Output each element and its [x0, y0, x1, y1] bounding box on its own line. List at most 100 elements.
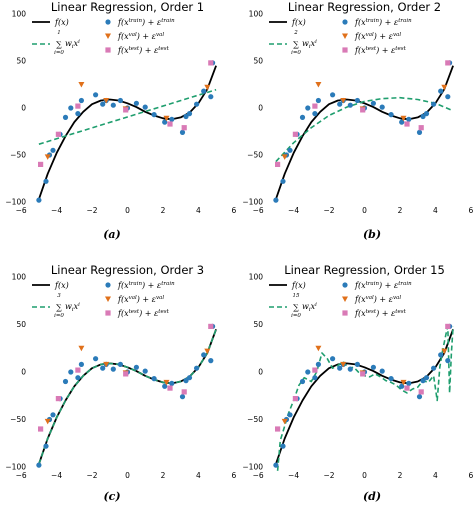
val-point	[400, 115, 407, 122]
train-point	[117, 361, 123, 367]
val-point	[281, 154, 288, 160]
train-point	[93, 92, 99, 98]
y-tick-label: 100	[12, 273, 27, 282]
train-point	[438, 88, 444, 94]
test-point	[123, 107, 129, 113]
train-point	[201, 352, 207, 358]
chart-title: Linear Regression, Order 15	[284, 263, 445, 277]
test-point	[55, 396, 61, 402]
test-point	[75, 367, 81, 373]
x-tick-label: −2	[324, 206, 335, 215]
train-point	[133, 100, 139, 106]
y-tick-label: −50	[10, 151, 26, 160]
train-point	[183, 378, 189, 384]
train-point	[68, 369, 74, 375]
y-tick-label: 0	[258, 368, 263, 377]
train-point	[388, 112, 394, 118]
train-point	[312, 375, 318, 381]
train-point	[330, 92, 336, 98]
true-function-line	[275, 328, 454, 465]
legend-test-label: f(xtest) + εtest	[117, 46, 170, 55]
legend-train-label: f(xtrain) + εtrain	[117, 18, 175, 27]
train-point	[110, 102, 116, 108]
test-point	[292, 396, 298, 402]
train-point	[68, 105, 74, 111]
legend-true-label: f(x)	[54, 18, 69, 27]
legend-fit-label: wixi	[65, 39, 80, 50]
val-point	[400, 379, 407, 386]
legend-test-label: f(xtest) + εtest	[117, 309, 170, 318]
test-point	[292, 131, 298, 137]
train-point	[100, 365, 106, 371]
train-point	[169, 380, 175, 386]
panel-label: (a)	[103, 228, 121, 241]
legend-fit-lower: i=0	[291, 50, 301, 56]
legend-test-swatch	[105, 310, 111, 316]
train-point	[416, 129, 423, 135]
train-point	[445, 94, 451, 100]
legend-fit-lower: i=0	[54, 50, 64, 56]
train-point	[370, 364, 376, 370]
legend-val-label: f(xval) + εval	[117, 32, 164, 41]
legend-fit-lower: i=0	[291, 313, 301, 319]
chart-panel-4: Linear Regression, Order 15 −6 −4 −2 0 2 4 6 −10…	[242, 263, 473, 503]
legend-val-swatch	[342, 33, 348, 39]
x-tick-label: 6	[468, 206, 473, 215]
test-point	[38, 426, 44, 432]
x-tick-label: 4	[433, 206, 438, 215]
val-point	[340, 98, 347, 104]
legend-true-label: f(x)	[291, 281, 306, 290]
fit-line	[275, 96, 454, 163]
legend-test-swatch	[105, 47, 111, 53]
train-point	[151, 112, 157, 118]
val-point	[103, 98, 110, 104]
test-point	[167, 121, 173, 127]
val-point	[44, 418, 51, 425]
x-tick-label: −6	[16, 206, 27, 215]
train-point	[287, 412, 293, 418]
chart-panel-1: Linear Regression, Order 1 −6 −4 −2 0 2 4 6 −100…	[5, 0, 236, 241]
x-tick-label: −6	[253, 471, 264, 480]
x-tick-label: 0	[362, 471, 367, 480]
test-point	[75, 103, 81, 109]
x-tick-label: 0	[362, 206, 367, 215]
test-point	[312, 103, 318, 109]
chart-panel-3: Linear Regression, Order 3 −6 −4 −2 0 2 4 6 −100…	[5, 263, 236, 503]
legend-fit-upper: 1	[57, 30, 61, 36]
legend-true-label: f(x)	[291, 18, 306, 27]
train-point	[406, 380, 412, 386]
train-point	[36, 197, 42, 203]
x-tick-label: 2	[398, 206, 403, 215]
train-point	[420, 378, 426, 384]
legend-train-label: f(xtrain) + εtrain	[354, 18, 412, 27]
train-point	[305, 105, 311, 111]
val-point	[204, 348, 211, 355]
test-point	[123, 371, 129, 377]
y-tick-label: 0	[21, 104, 26, 113]
y-tick-label: −100	[5, 198, 26, 207]
x-tick-label: −2	[324, 471, 335, 480]
val-point	[163, 115, 170, 122]
legend-fit-upper: 2	[293, 30, 298, 36]
x-tick-label: −4	[51, 206, 62, 215]
legend-val-swatch	[105, 296, 111, 302]
val-point	[340, 361, 347, 368]
val-point	[44, 154, 51, 160]
x-tick-label: 6	[468, 471, 473, 480]
true-function-line	[38, 328, 217, 465]
test-point	[181, 389, 187, 395]
train-point	[370, 100, 376, 106]
train-point	[179, 394, 186, 400]
train-point	[379, 368, 385, 374]
x-tick-label: 4	[196, 206, 201, 215]
test-point	[404, 385, 410, 391]
x-tick-label: 2	[161, 471, 166, 480]
train-point	[208, 94, 214, 100]
legend-fit-upper: 15	[293, 293, 300, 299]
train-point	[78, 97, 84, 104]
train-point	[299, 114, 306, 120]
train-point	[379, 104, 385, 110]
y-tick-label: 50	[16, 57, 26, 66]
x-tick-label: −4	[51, 471, 62, 480]
